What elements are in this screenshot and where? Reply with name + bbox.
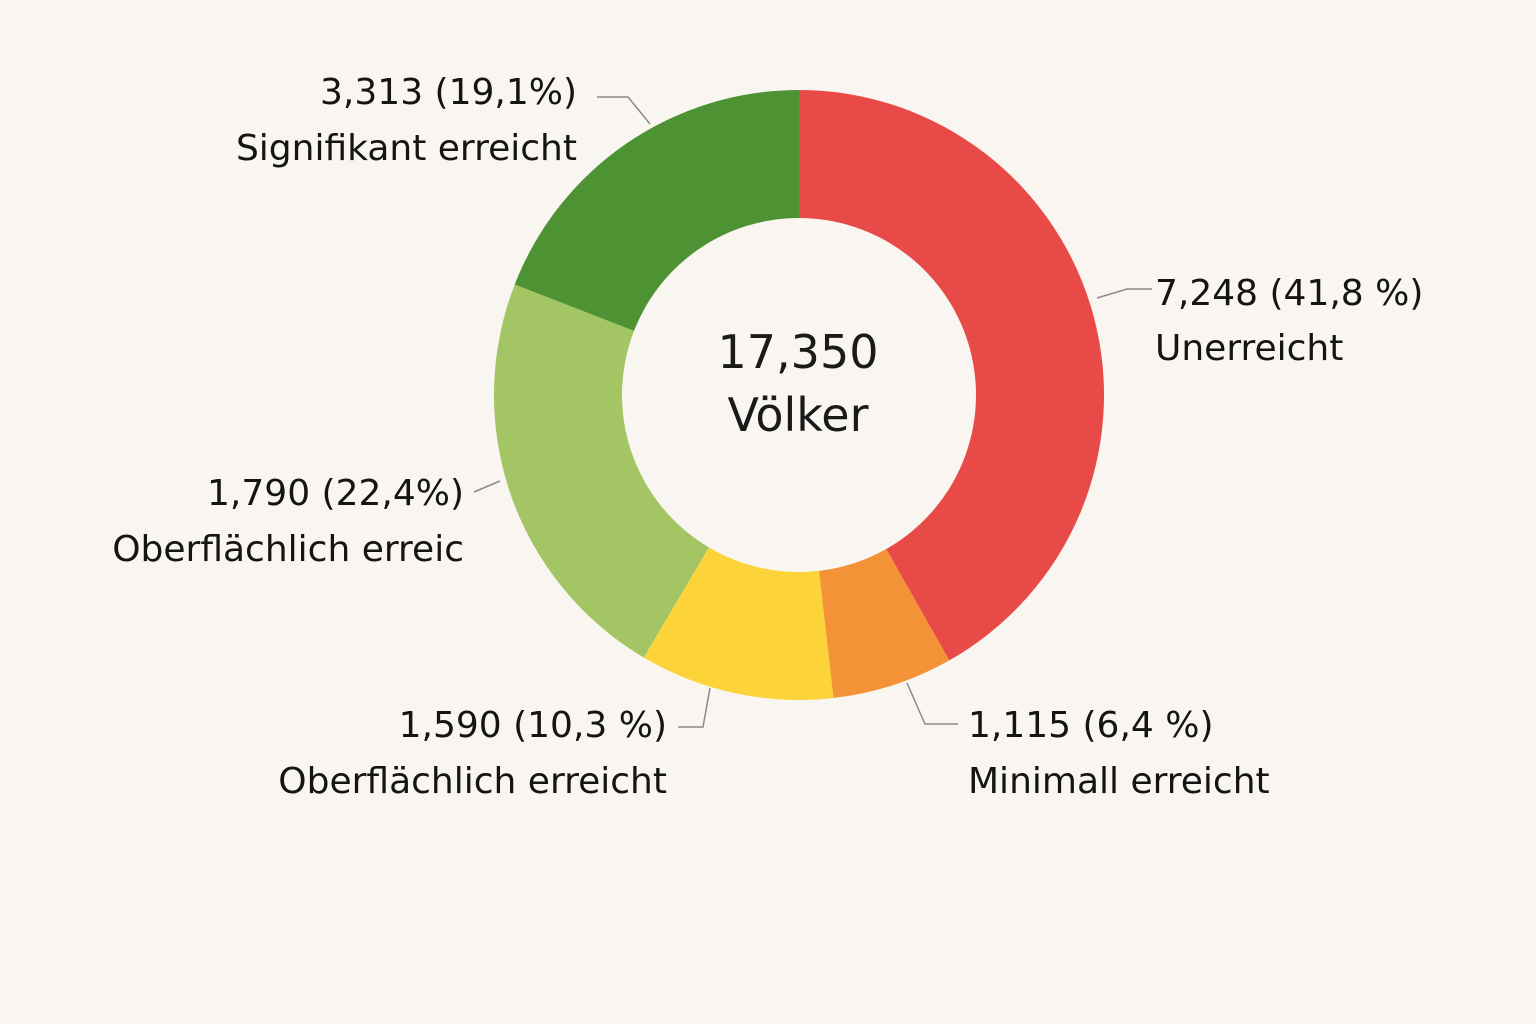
label-name-minimal: Minimall erreicht <box>968 761 1270 802</box>
label-value-oberflaechlich-1: 1,590 (10,3 %) <box>399 705 667 746</box>
leader-line-oberflaechlich-2 <box>473 480 501 493</box>
center-total-unit: Völker <box>727 388 868 442</box>
leader-lines <box>473 96 1152 728</box>
center-total-value: 17,350 <box>718 325 879 379</box>
leader-line-signifikant <box>597 96 651 125</box>
label-name-unerreicht: Unerreicht <box>1155 328 1343 369</box>
slice-oberflaechlich-1 <box>643 547 834 700</box>
label-name-signifikant: Signifikant erreicht <box>236 128 577 169</box>
donut-slices <box>494 90 1104 700</box>
slice-minimal <box>818 549 950 699</box>
label-value-unerreicht: 7,248 (41,8 %) <box>1155 273 1423 314</box>
slice-oberflaechlich-2 <box>494 284 709 658</box>
label-value-signifikant: 3,313 (19,1%) <box>320 72 577 113</box>
slice-signifikant <box>514 90 799 331</box>
label-value-oberflaechlich-2: 1,790 (22,4%) <box>207 473 464 514</box>
slice-unerreicht <box>799 90 1104 661</box>
leader-line-oberflaechlich-1 <box>678 687 711 728</box>
label-name-oberflaechlich-1: Oberflächlich erreicht <box>278 761 667 802</box>
leader-line-minimal <box>906 682 958 725</box>
leader-line-unerreicht <box>1096 288 1152 299</box>
label-value-minimal: 1,115 (6,4 %) <box>968 705 1214 746</box>
slice-labels: 7,248 (41,8 %) Unerreicht 1,115 (6,4 %) Min… <box>112 72 1423 802</box>
label-name-oberflaechlich-2: Oberflächlich erreic <box>112 529 464 570</box>
